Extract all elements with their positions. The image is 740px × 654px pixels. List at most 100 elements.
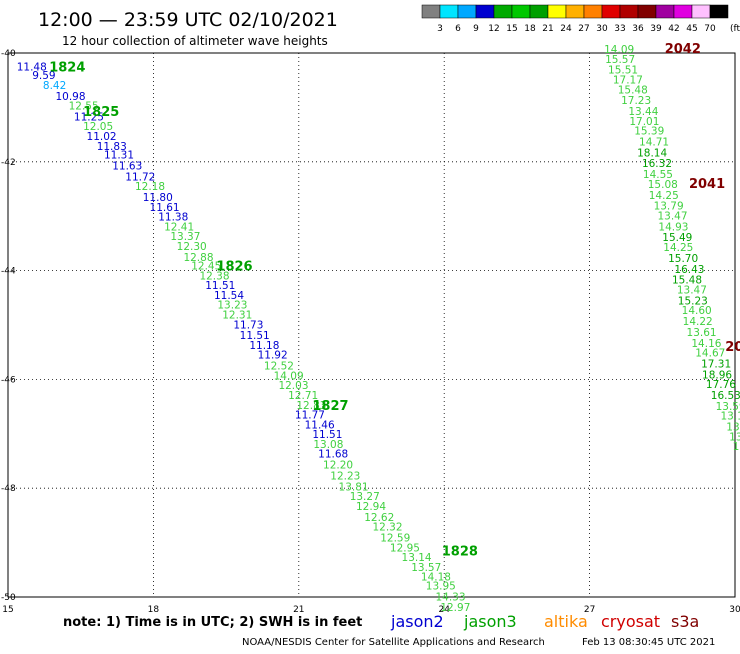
color-scale-unit: (ft) <box>730 24 740 34</box>
wave-height-value: 15.70 <box>668 253 698 265</box>
wave-height-value: 13.44 <box>628 106 658 118</box>
longitude-tick-label: 18 <box>148 605 160 615</box>
latitude-tick-label: -48 <box>1 484 16 494</box>
wave-height-value: 14.60 <box>682 305 712 317</box>
pass-time-label: 2041 <box>689 177 725 192</box>
wave-height-value: 14.25 <box>649 190 679 202</box>
wave-height-value: 11.18 <box>249 340 279 352</box>
color-scale-label: 9 <box>473 24 479 34</box>
color-swatch <box>529 4 549 19</box>
page-subtitle: 12 hour collection of altimeter wave hei… <box>62 34 328 48</box>
wave-height-value: 12.71 <box>288 390 318 402</box>
wave-height-value: 15.08 <box>648 179 678 191</box>
wave-height-value: 12.30 <box>177 241 207 253</box>
color-scale-label: 12 <box>488 24 499 34</box>
wave-height-value: 13.23 <box>217 300 247 312</box>
wave-height-value: 17.31 <box>701 358 731 370</box>
color-scale-label: 30 <box>596 24 608 34</box>
color-scale-label: 45 <box>686 24 697 34</box>
wave-height-value: 15.23 <box>678 295 708 307</box>
wave-height-value: 12.18 <box>135 181 165 193</box>
wave-height-value: 15.48 <box>618 84 648 96</box>
wave-height-value: 12.20 <box>323 460 353 472</box>
wave-height-value: 14.16 <box>691 338 721 350</box>
wave-height-value: 11.83 <box>97 141 127 153</box>
wave-height-value: 13.81 <box>339 481 369 493</box>
pass-time-label: 1825 <box>83 105 119 120</box>
wave-height-value: 11.31 <box>104 150 134 162</box>
color-scale-label: 18 <box>524 24 536 34</box>
wave-height-value: 1 <box>733 441 740 453</box>
wave-height-value: 11.63 <box>112 160 142 172</box>
wave-height-value: 11.72 <box>125 171 155 183</box>
wave-height-value: 13.14 <box>402 552 432 564</box>
color-scale-label: 39 <box>650 24 662 34</box>
wave-height-value: 14.67 <box>695 348 725 360</box>
color-swatch <box>511 4 531 19</box>
satellite-legend-entry: altika <box>544 612 588 631</box>
wave-height-value: 14.25 <box>663 242 693 254</box>
wave-height-value: 10.98 <box>55 91 85 103</box>
wave-height-value: 15.49 <box>662 232 692 244</box>
footer-credit: NOAA/NESDIS Center for Satellite Applica… <box>242 637 545 648</box>
wave-height-value: 18.14 <box>637 147 667 159</box>
color-scale-label: 3 <box>437 24 443 34</box>
wave-height-value: 12.52 <box>264 361 294 373</box>
time-labels: 1824 1825 1826 1827 1828 2042 2041 20 <box>49 42 740 560</box>
wave-height-value: 17.23 <box>621 95 651 107</box>
wave-height-value: 13.95 <box>426 580 456 592</box>
wave-height-value: 14.09 <box>604 44 634 56</box>
pass-time-label: 1827 <box>312 399 348 414</box>
longitude-tick-label: 30 <box>729 605 740 615</box>
latitude-tick-label: -50 <box>1 593 16 603</box>
pass-time-label: 20 <box>725 340 740 355</box>
satellite-legend-entry: s3a <box>671 612 699 631</box>
wave-height-value: 12.38 <box>199 270 229 282</box>
wave-height-value: 15.57 <box>605 54 635 66</box>
wave-height-points: 11.489.598.4210.9812.5511.2512.0511.0211… <box>17 44 740 614</box>
wave-height-value: 13.27 <box>350 491 380 503</box>
color-swatch <box>439 4 459 19</box>
color-swatch <box>601 4 621 19</box>
satellite-legend: jason2 jason3 altika cryosat s3a <box>390 612 699 631</box>
pass-time-label: 1828 <box>442 545 478 560</box>
wave-height-value: 13.1 <box>720 411 740 423</box>
longitude-tick-label: 21 <box>293 605 304 615</box>
wave-height-value: 13.47 <box>657 210 687 222</box>
wave-height-value: 16.32 <box>642 158 672 170</box>
wave-height-value: 14.93 <box>658 221 688 233</box>
wave-height-value: 13.47 <box>677 284 707 296</box>
map-border <box>7 52 736 598</box>
wave-height-value: 14.71 <box>639 136 669 148</box>
wave-height-value: 16.43 <box>674 264 704 276</box>
wave-height-value: 12.83 <box>296 400 326 412</box>
wave-height-value: 12.94 <box>356 501 386 513</box>
latitude-tick-label: -40 <box>1 49 16 59</box>
wave-height-value: 12.45 <box>191 261 221 273</box>
color-swatch <box>619 4 639 19</box>
wave-height-value: 13 <box>726 422 739 434</box>
wave-height-value: 12.97 <box>440 602 470 614</box>
wave-height-value: 13.57 <box>411 562 441 574</box>
color-swatch <box>565 4 585 19</box>
wave-height-value: 16.53 <box>711 390 740 402</box>
latitude-tick-label: -46 <box>1 375 16 385</box>
color-swatch <box>691 4 711 19</box>
satellite-legend-entry: jason2 <box>390 612 444 631</box>
wave-height-value: 17.01 <box>629 116 659 128</box>
wave-height-value: 11.92 <box>258 350 288 362</box>
color-swatch <box>637 4 657 19</box>
wave-height-value: 11.51 <box>312 429 342 441</box>
page-title: 12:00 — 23:59 UTC 02/10/2021 <box>38 9 338 31</box>
wave-height-value: 12.41 <box>164 221 194 233</box>
longitude-tick-label: 15 <box>2 605 13 615</box>
color-swatch <box>475 4 495 19</box>
wave-height-value: 11.02 <box>87 131 117 143</box>
color-scale-label: 15 <box>506 24 517 34</box>
wave-height-value: 11.38 <box>158 212 188 224</box>
wave-height-value: 13.37 <box>170 231 200 243</box>
color-scale-label: 24 <box>560 24 572 34</box>
wave-height-value: 11.51 <box>205 280 235 292</box>
